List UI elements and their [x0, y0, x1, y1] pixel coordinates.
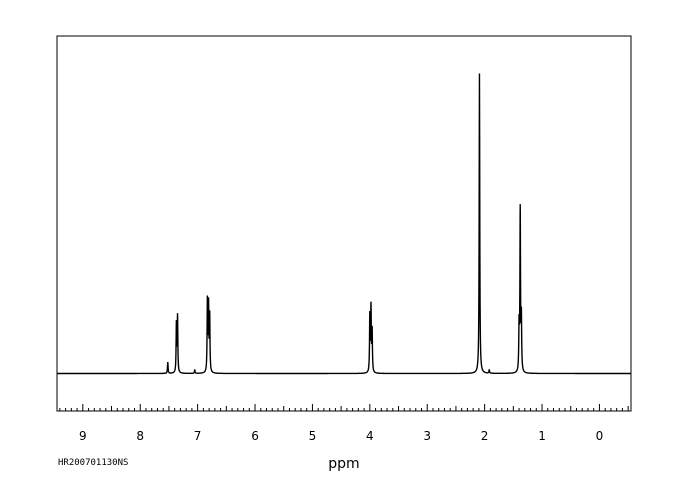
x-tick-label: 0 [596, 429, 604, 443]
x-tick-label: 8 [136, 429, 144, 443]
plot-frame [56, 35, 632, 412]
x-axis-label: ppm [328, 456, 359, 472]
x-tick-label: 9 [79, 429, 87, 443]
x-tick-label: 1 [538, 429, 546, 443]
x-tick-label: 4 [366, 429, 374, 443]
x-tick-label: 3 [423, 429, 431, 443]
spectrum-id: HR200701130NS [58, 458, 129, 468]
x-axis-tick-labels: 9 8 7 6 5 4 3 2 1 0 [79, 429, 603, 443]
spectrum-trace [57, 73, 631, 375]
x-tick-label: 6 [251, 429, 259, 443]
x-tick-label: 7 [194, 429, 202, 443]
x-tick-label: 5 [309, 429, 317, 443]
x-tick-label: 2 [481, 429, 489, 443]
x-axis-ticks [59, 404, 629, 411]
